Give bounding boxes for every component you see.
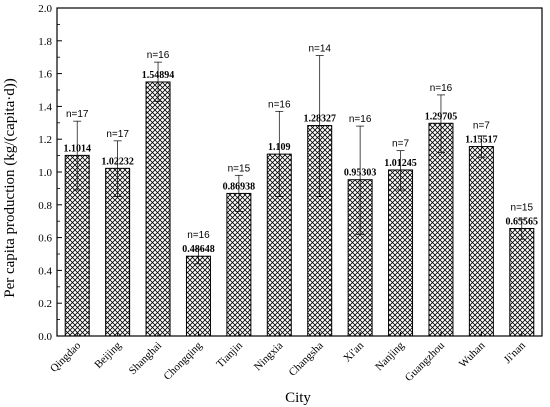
sample-size-label: n=16 bbox=[187, 230, 210, 241]
value-label: 1.01245 bbox=[384, 158, 417, 169]
y-tick-label: 0.8 bbox=[38, 200, 52, 212]
value-label: 0.95303 bbox=[344, 168, 377, 179]
x-tick-label: Nanjing bbox=[373, 339, 407, 373]
value-label: 1.02232 bbox=[101, 156, 134, 167]
axes-layer: 0.0 0.2 0.4 0.6 0.8 1.0 1.2 1.4 1.6 1.8 2.0 bbox=[38, 3, 543, 343]
y-axis-title: Per capita production (kg/(capita·d)) bbox=[2, 78, 18, 298]
x-tick-label: Ningxia bbox=[252, 340, 286, 374]
bar bbox=[509, 227, 535, 337]
bars-layer bbox=[64, 81, 535, 337]
sample-size-label: n=16 bbox=[147, 50, 170, 61]
x-tick-label: Xi'an bbox=[341, 339, 366, 364]
x-tick-label: Guangzhou bbox=[403, 339, 448, 384]
error-bars-layer bbox=[73, 55, 526, 265]
bar bbox=[468, 146, 494, 337]
sample-size-label: n=17 bbox=[66, 109, 89, 120]
bar bbox=[145, 81, 171, 337]
bar bbox=[428, 122, 454, 337]
x-tick-label: Shanghai bbox=[127, 340, 164, 377]
value-label: 0.65565 bbox=[506, 216, 539, 227]
y-tick-label: 1.2 bbox=[38, 134, 52, 146]
sample-size-label: n=17 bbox=[106, 129, 129, 140]
x-tick-label: Tianjin bbox=[214, 339, 245, 370]
x-axis-title: City bbox=[285, 390, 311, 406]
x-tick-label: Changsha bbox=[287, 340, 326, 379]
sample-size-label: n=16 bbox=[430, 83, 453, 94]
y-tick-label: 1.4 bbox=[38, 101, 52, 113]
y-tick-label: 0.2 bbox=[38, 298, 52, 310]
y-tick-label: 1.8 bbox=[38, 36, 52, 48]
bar bbox=[388, 169, 414, 337]
plot-frame bbox=[56, 7, 543, 337]
x-tick-label: Ji'nan bbox=[502, 339, 529, 366]
y-tick-label: 0.0 bbox=[38, 331, 52, 343]
value-label: 1.54894 bbox=[142, 70, 175, 81]
value-label: 1.29705 bbox=[425, 111, 458, 122]
x-tick-label: Chongqing bbox=[162, 339, 205, 382]
sample-size-label: n=15 bbox=[511, 202, 534, 213]
y-tick-label: 0.4 bbox=[38, 265, 52, 277]
value-label: 1.28327 bbox=[303, 114, 336, 125]
x-tick-label: Qingdao bbox=[48, 339, 84, 375]
y-tick-label: 1.6 bbox=[38, 69, 52, 81]
value-label: 0.48648 bbox=[182, 244, 215, 255]
bar bbox=[185, 255, 211, 337]
x-tick-label: Wuhan bbox=[457, 339, 488, 370]
sample-size-label: n=14 bbox=[308, 44, 331, 55]
sample-size-label: n=15 bbox=[228, 163, 251, 174]
bar bbox=[226, 192, 252, 337]
y-tick-label: 0.6 bbox=[38, 233, 52, 245]
sample-size-label: n=7 bbox=[473, 121, 490, 132]
sample-size-label: n=16 bbox=[349, 114, 372, 125]
value-label: 0.86938 bbox=[223, 181, 256, 192]
bar bbox=[307, 125, 333, 337]
y-tick-label: 2.0 bbox=[38, 3, 52, 15]
value-label: 1.1014 bbox=[63, 143, 91, 154]
y-tick-label: 1.0 bbox=[38, 167, 52, 179]
value-label: 1.109 bbox=[268, 142, 291, 153]
x-tick-label: Beijing bbox=[92, 339, 124, 371]
sample-size-label: n=16 bbox=[268, 99, 291, 110]
sample-size-label: n=7 bbox=[392, 139, 409, 150]
value-label: 1.15517 bbox=[465, 135, 498, 146]
